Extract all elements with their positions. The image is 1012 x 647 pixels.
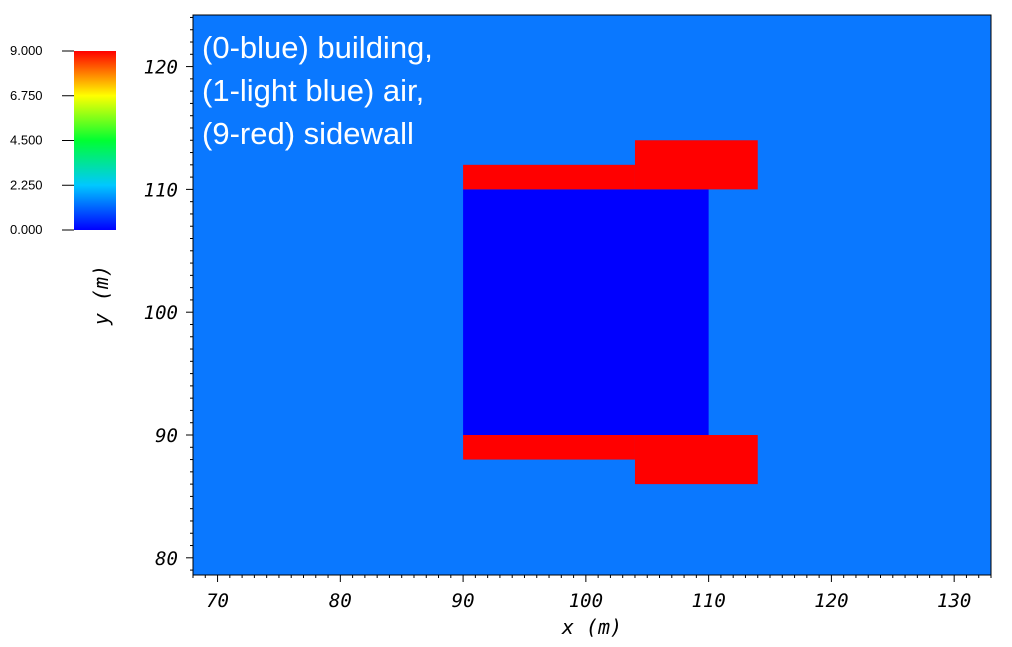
- axes: 70 80 90 100 110 120 130 80 90 100 110 120 x (m) y (m…: [89, 14, 992, 639]
- region-sidewall: [463, 164, 635, 190]
- y-tick-label: 100: [144, 302, 178, 324]
- y-tick-label: 80: [155, 548, 178, 570]
- y-tick-label: 110: [144, 179, 178, 201]
- region-building: [463, 189, 709, 435]
- colorbar-tick-label: 0.000: [10, 222, 43, 237]
- colorbar: 0.000 2.250 4.500 6.750 9.000: [10, 43, 116, 237]
- y-axis-title: y (m): [89, 265, 113, 326]
- plot-frame: [192, 14, 992, 576]
- x-tick-label: 80: [329, 590, 352, 612]
- annotation-line: (9-red) sidewall: [202, 116, 414, 151]
- colorbar-tick-label: 4.500: [10, 133, 43, 148]
- regions: [463, 140, 758, 485]
- x-axis-title: x (m): [561, 615, 622, 639]
- region-sidewall: [463, 435, 635, 460]
- annotations: (0-blue) building, (1-light blue) air, (9-…: [202, 30, 433, 151]
- region-sidewall: [634, 140, 758, 190]
- x-tick-label: 120: [814, 590, 848, 612]
- x-tick-label: 70: [206, 590, 229, 612]
- x-tick-label: 130: [937, 590, 971, 612]
- colorbar-tick-label: 6.750: [10, 88, 43, 103]
- annotation-line: (0-blue) building,: [202, 30, 433, 65]
- annotation-line: (1-light blue) air,: [202, 73, 424, 108]
- y-tick-label: 120: [144, 57, 178, 79]
- x-tick-label: 100: [569, 590, 603, 612]
- y-tick-label: 90: [155, 425, 178, 447]
- colorbar-tick-label: 9.000: [10, 43, 43, 58]
- x-tick-label: 110: [691, 590, 725, 612]
- colorbar-tick-label: 2.250: [10, 177, 43, 192]
- x-tick-label: 90: [452, 590, 475, 612]
- region-sidewall: [634, 435, 758, 485]
- colorbar-gradient: [74, 51, 116, 230]
